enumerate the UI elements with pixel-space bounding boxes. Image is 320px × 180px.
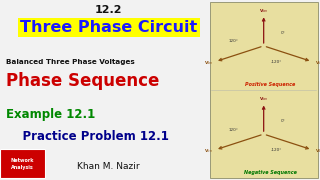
Text: 120°: 120°: [229, 39, 239, 43]
Text: V$_{cn}$: V$_{cn}$: [315, 59, 320, 67]
Text: Positive Sequence: Positive Sequence: [245, 82, 295, 87]
Text: V$_{bn}$: V$_{bn}$: [315, 148, 320, 155]
Text: Khan M. Nazir: Khan M. Nazir: [77, 162, 140, 171]
Text: Network
Analysis: Network Analysis: [11, 158, 34, 170]
Text: Phase Sequence: Phase Sequence: [6, 72, 160, 90]
Text: V$_{an}$: V$_{an}$: [259, 7, 268, 15]
Text: 0°: 0°: [281, 119, 286, 123]
Text: V$_{cn}$: V$_{cn}$: [204, 148, 213, 155]
Text: 120°: 120°: [229, 128, 239, 132]
Text: 0°: 0°: [281, 31, 286, 35]
Text: Three Phase Circuit: Three Phase Circuit: [20, 20, 197, 35]
Text: Negative Sequence: Negative Sequence: [244, 170, 297, 175]
Text: -120°: -120°: [271, 148, 282, 152]
Text: -120°: -120°: [271, 60, 282, 64]
Text: 12.2: 12.2: [95, 5, 123, 15]
Text: Practice Problem 12.1: Practice Problem 12.1: [6, 130, 169, 143]
Text: Balanced Three Phase Voltages: Balanced Three Phase Voltages: [6, 59, 135, 65]
Text: V$_{an}$: V$_{an}$: [259, 96, 268, 103]
FancyBboxPatch shape: [0, 149, 45, 178]
Text: Example 12.1: Example 12.1: [6, 108, 96, 121]
Text: V$_{bn}$: V$_{bn}$: [204, 59, 213, 67]
FancyBboxPatch shape: [210, 2, 318, 178]
